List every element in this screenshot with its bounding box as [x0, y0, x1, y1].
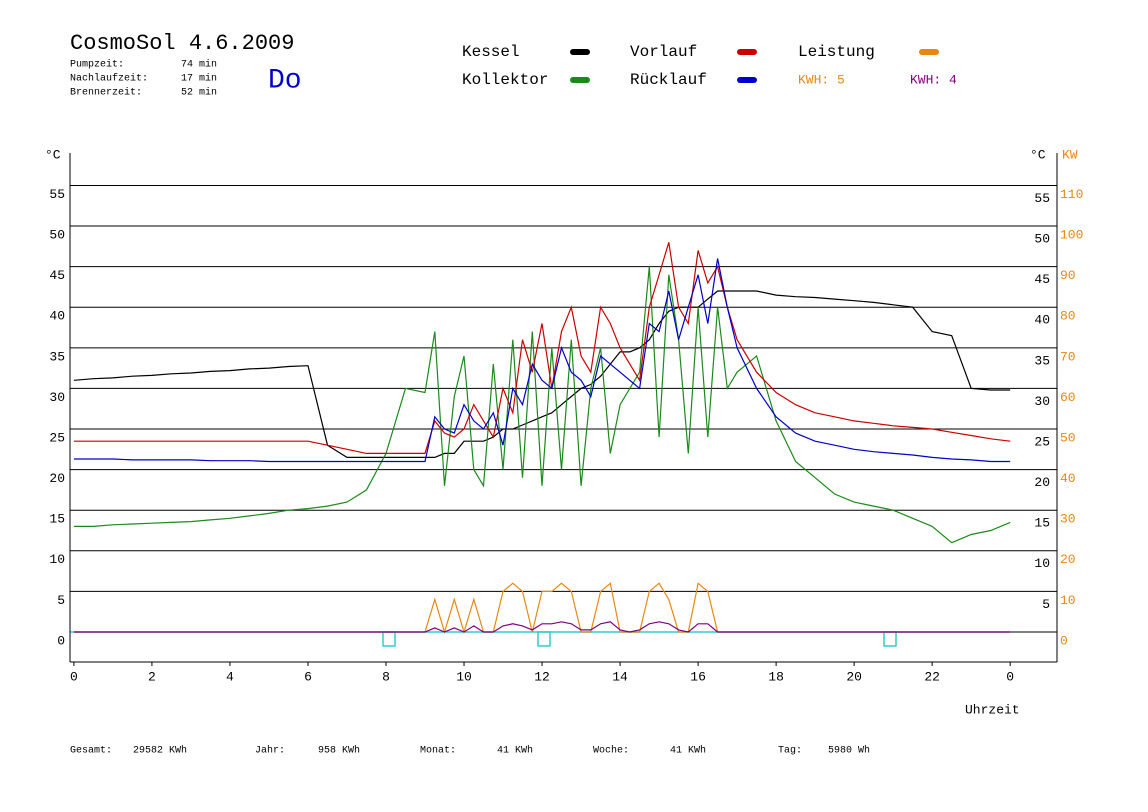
x-tick-label: 12	[534, 669, 550, 684]
y2-tick-label: 110	[1060, 187, 1083, 202]
info-label: Brennerzeit:	[70, 87, 142, 99]
x-tick-label: 14	[612, 669, 628, 684]
y-tick-label-right: 10	[1034, 556, 1050, 571]
y-tick-label: 45	[49, 268, 65, 283]
y-unit-right: °C	[1030, 147, 1046, 162]
pump-marker	[883, 631, 897, 647]
x-tick-label: 0	[1006, 669, 1014, 684]
y2-tick-label: 70	[1060, 349, 1076, 364]
footer-value: 29582 KWh	[133, 745, 187, 757]
y2-tick-label: 90	[1060, 268, 1076, 283]
x-tick-label: 20	[846, 669, 862, 684]
y-tick-label-right: 55	[1034, 191, 1050, 206]
y-tick-label-right: 40	[1034, 313, 1050, 328]
legend-label: Leistung	[798, 43, 875, 61]
y2-tick-label: 0	[1060, 633, 1068, 648]
kwh-label: KWH: 4	[910, 72, 957, 87]
y-tick-label-right: 5	[1042, 597, 1050, 612]
y-tick-label-right: 30	[1034, 394, 1050, 409]
y2-tick-label: 60	[1060, 390, 1076, 405]
series-line	[73, 266, 1011, 544]
x-tick-label: 6	[304, 669, 312, 684]
y2-tick-label: 100	[1060, 227, 1083, 242]
footer-label: Gesamt:	[70, 746, 112, 757]
y-tick-label: 35	[49, 349, 65, 364]
info-value: 17 min	[181, 73, 217, 85]
info-value: 52 min	[181, 87, 217, 99]
x-tick-label: 2	[148, 669, 156, 684]
footer-value: 5980 Wh	[828, 745, 870, 757]
x-axis-label: Uhrzeit	[965, 702, 1020, 717]
y-tick-label: 55	[49, 187, 65, 202]
title: CosmoSol 4.6.2009	[70, 31, 294, 56]
series-line	[73, 258, 1011, 463]
footer-value: 958 KWh	[318, 745, 360, 757]
info-value: 74 min	[181, 59, 217, 71]
footer-label: Tag:	[778, 746, 802, 757]
legend-label: Kessel	[462, 43, 520, 61]
y-tick-label-right: 20	[1034, 475, 1050, 490]
x-tick-label: 22	[924, 669, 940, 684]
x-tick-label: 16	[690, 669, 706, 684]
y2-tick-label: 40	[1060, 471, 1076, 486]
y-tick-label: 15	[49, 512, 65, 527]
y-tick-label: 0	[57, 633, 65, 648]
series-line	[73, 290, 1011, 458]
y-tick-label: 25	[49, 430, 65, 445]
legend-label: Vorlauf	[630, 43, 697, 61]
y-tick-label: 40	[49, 309, 65, 324]
footer-value: 41 KWh	[670, 745, 706, 757]
y2-tick-label: 80	[1060, 309, 1076, 324]
y2-tick-label: 20	[1060, 552, 1076, 567]
x-tick-label: 0	[70, 669, 78, 684]
y-tick-label: 30	[49, 390, 65, 405]
footer-label: Monat:	[420, 746, 456, 757]
series-line	[73, 621, 1011, 633]
y-tick-label-right: 45	[1034, 272, 1050, 287]
pump-marker	[537, 631, 551, 647]
y-tick-label: 50	[49, 227, 65, 242]
y-tick-label-right: 15	[1034, 516, 1050, 531]
footer-label: Jahr:	[255, 745, 285, 757]
y-tick-label-right: 25	[1034, 434, 1050, 449]
pump-marker	[382, 631, 396, 647]
x-tick-label: 8	[382, 669, 390, 684]
y2-tick-label: 30	[1060, 512, 1076, 527]
legend-label: Kollektor	[462, 71, 548, 89]
info-label: Pumpzeit:	[70, 59, 124, 71]
legend-label: Rücklauf	[630, 71, 707, 89]
kwh-label: KWH: 5	[798, 72, 845, 87]
footer-label: Woche:	[593, 745, 629, 757]
y2-unit: KW	[1062, 147, 1078, 162]
series-line	[73, 242, 1011, 454]
y-unit: °C	[45, 147, 61, 162]
x-tick-label: 10	[456, 669, 472, 684]
y2-tick-label: 10	[1060, 593, 1076, 608]
y2-tick-label: 50	[1060, 430, 1076, 445]
x-tick-label: 18	[768, 669, 784, 684]
weekday: Do	[268, 65, 302, 96]
y-tick-label-right: 50	[1034, 231, 1050, 246]
x-tick-label: 4	[226, 669, 234, 684]
footer-value: 41 KWh	[497, 745, 533, 757]
series-line	[73, 582, 1011, 635]
info-label: Nachlaufzeit:	[70, 73, 148, 85]
y-tick-label-right: 35	[1034, 353, 1050, 368]
y-tick-label: 20	[49, 471, 65, 486]
y-tick-label: 5	[57, 593, 65, 608]
y-tick-label: 10	[49, 552, 65, 567]
